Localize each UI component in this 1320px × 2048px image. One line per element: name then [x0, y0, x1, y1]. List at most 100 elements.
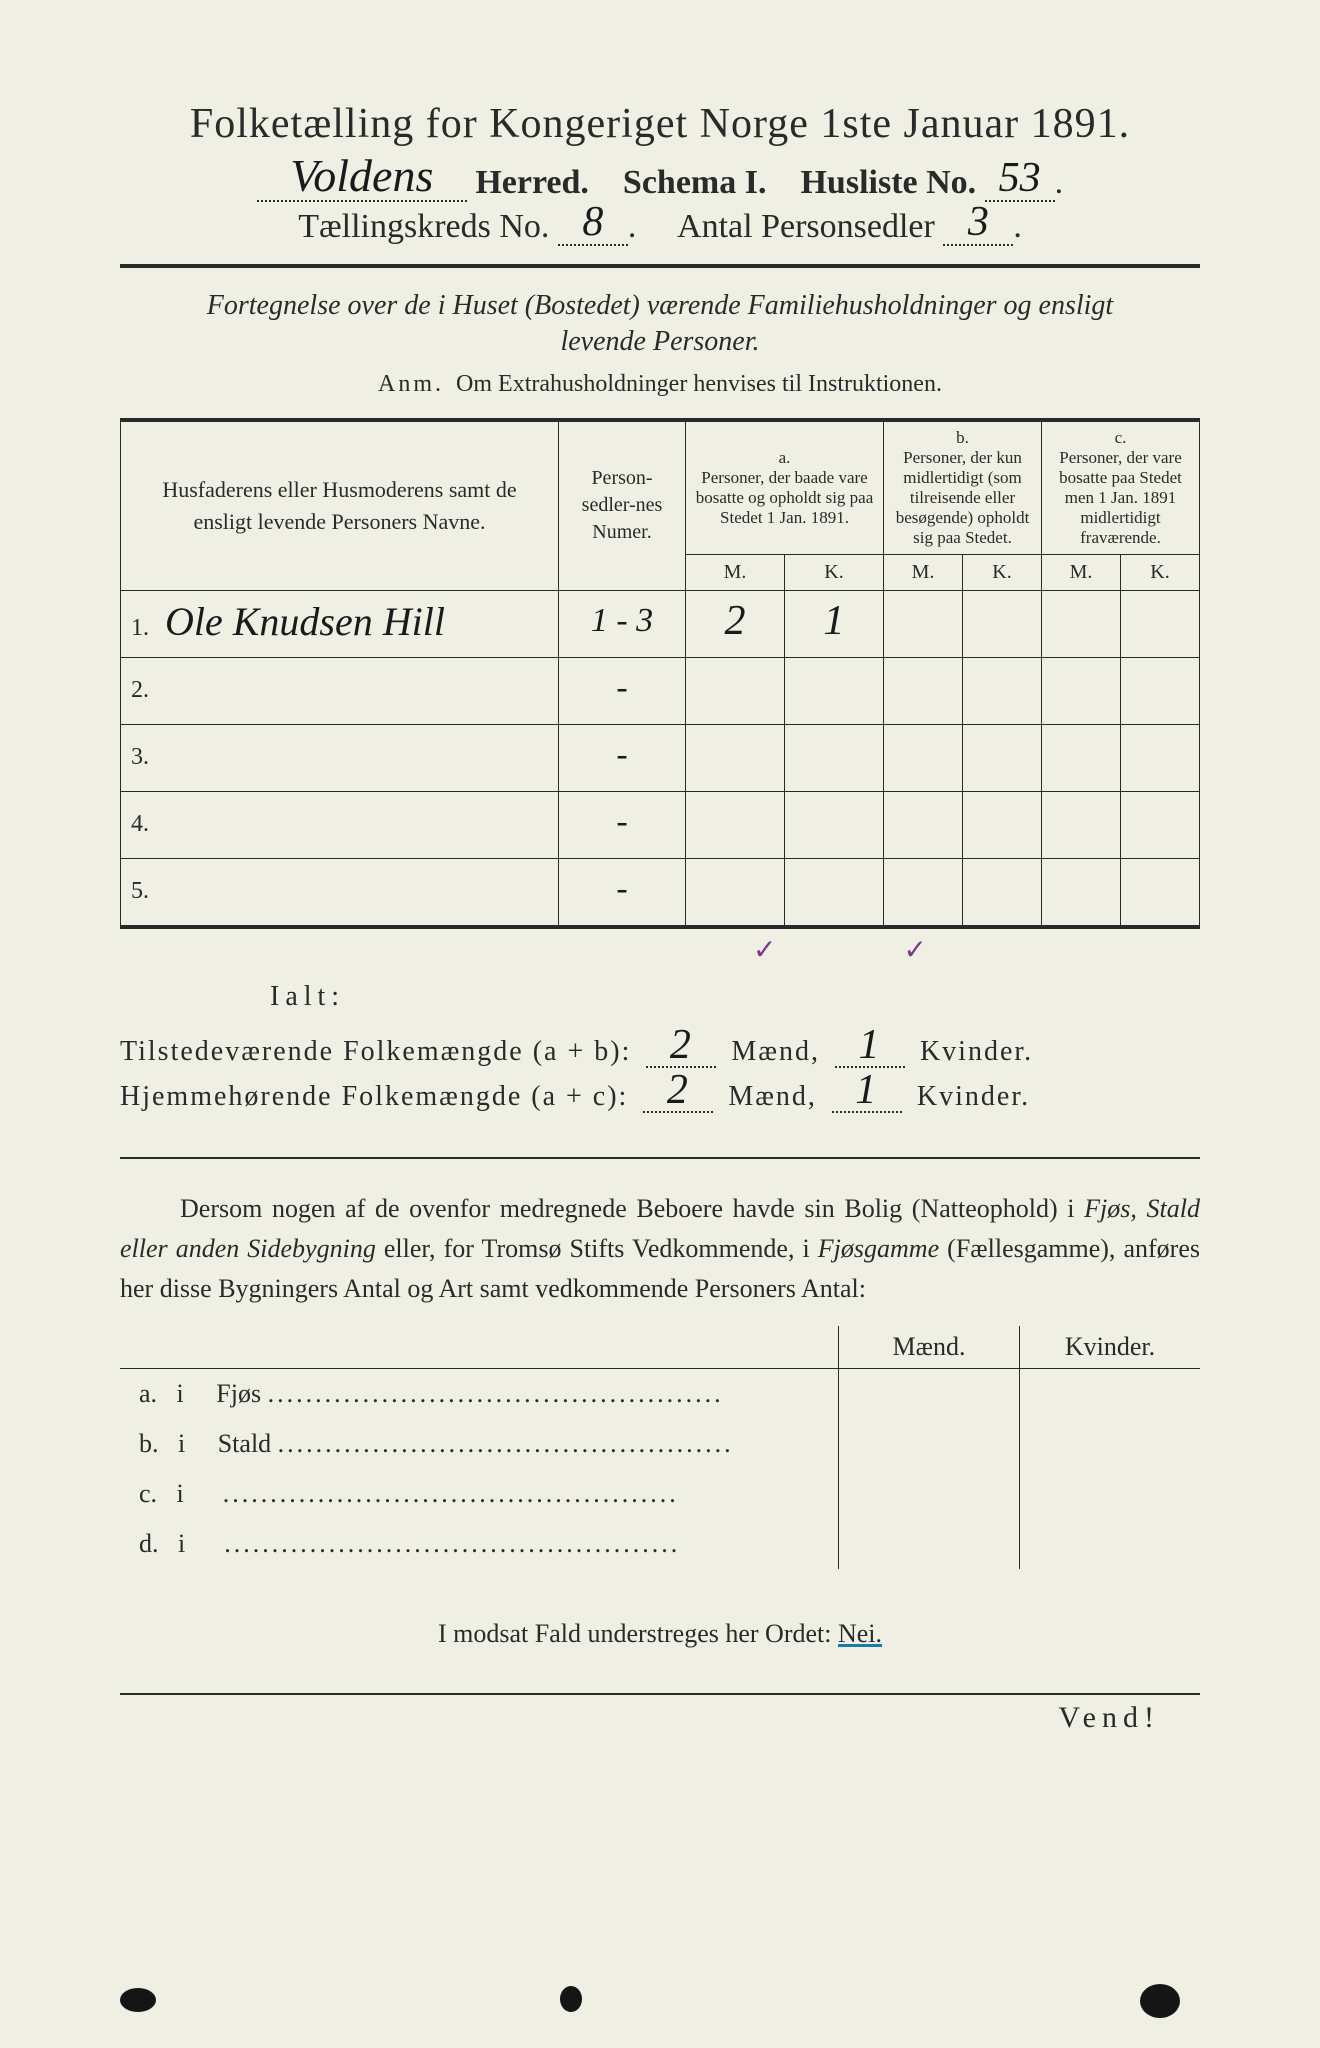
- row-ck: [1121, 724, 1200, 791]
- hjemme-k: 1: [855, 1067, 878, 1113]
- rule-2: [120, 1157, 1200, 1159]
- husliste-label: Husliste No.: [800, 164, 976, 201]
- para-text2: eller, for Tromsø Stifts Vedkommende, i: [376, 1234, 818, 1263]
- row-bm: [884, 791, 963, 858]
- row-name: 2.: [121, 657, 559, 724]
- row-bm: [884, 858, 963, 927]
- row-am: [686, 791, 785, 858]
- building-paragraph: Dersom nogen af de ovenfor medregnede Be…: [120, 1189, 1200, 1310]
- header-line-3: Tællingskreds No. 8. Antal Personsedler …: [120, 206, 1200, 246]
- row-ak: [785, 724, 884, 791]
- row-name: 4.: [121, 791, 559, 858]
- sub-label: d. i ...................................…: [120, 1519, 839, 1569]
- antal-value: 3: [968, 199, 989, 245]
- para-em2: Fjøsgamme: [818, 1234, 939, 1263]
- subtitle-line2: levende Personer.: [560, 326, 759, 357]
- building-table: Mænd. Kvinder. a. i Fjøs ...............…: [120, 1326, 1200, 1569]
- row-cm: [1042, 858, 1121, 927]
- col-a: a. Personer, der baade vare bosatte og o…: [686, 420, 884, 555]
- col-sedler: Person-sedler-nes Numer.: [559, 420, 686, 591]
- row-am: [686, 657, 785, 724]
- header-line-2: Voldens Herred. Schema I. Husliste No. 5…: [120, 158, 1200, 202]
- row-sedler: 1 - 3: [559, 590, 686, 657]
- sub-m: [839, 1469, 1020, 1519]
- rule-3: [120, 1693, 1200, 1695]
- kreds-label: Tællingskreds No.: [298, 208, 549, 245]
- col-c-m: M.: [1042, 554, 1121, 590]
- ink-blot: [560, 1986, 582, 2012]
- sub-row: d. i ...................................…: [120, 1519, 1200, 1569]
- row-ck: [1121, 791, 1200, 858]
- nei-line: I modsat Fald understreges her Ordet: Ne…: [120, 1619, 1200, 1649]
- table-row: 3. -: [121, 724, 1200, 791]
- row-bk: [963, 791, 1042, 858]
- col-b-m: M.: [884, 554, 963, 590]
- row-bk: [963, 724, 1042, 791]
- table-row: 5. -: [121, 858, 1200, 927]
- row-am: [686, 858, 785, 927]
- col-names: Husfaderens eller Husmoderens samt de en…: [121, 420, 559, 591]
- household-table: Husfaderens eller Husmoderens samt de en…: [120, 418, 1200, 929]
- row-bm: [884, 724, 963, 791]
- row-cm: [1042, 791, 1121, 858]
- row-cm: [1042, 590, 1121, 657]
- sub-kvinder: Kvinder.: [1020, 1326, 1201, 1369]
- ialt-label: Ialt:: [270, 981, 1200, 1013]
- sub-k: [1020, 1519, 1201, 1569]
- husliste-value: 53: [999, 155, 1041, 201]
- tilstede-k: 1: [858, 1022, 881, 1068]
- anm-label: Anm.: [378, 371, 444, 397]
- row-am: 2: [686, 590, 785, 657]
- nei-pre: I modsat Fald understreges her Ordet:: [438, 1619, 838, 1648]
- col-a-m: M.: [686, 554, 785, 590]
- row-ak: [785, 791, 884, 858]
- para-text1: Dersom nogen af de ovenfor medregnede Be…: [180, 1194, 1084, 1223]
- col-a-label: a.: [692, 448, 877, 468]
- maend-label-2: Mænd,: [728, 1081, 817, 1112]
- page-title: Folketælling for Kongeriget Norge 1ste J…: [120, 100, 1200, 148]
- col-sedler-text: Person-sedler-nes Numer.: [582, 467, 663, 543]
- sub-k: [1020, 1419, 1201, 1469]
- row-bk: [963, 657, 1042, 724]
- table-row: 1. Ole Knudsen Hill1 - 321: [121, 590, 1200, 657]
- row-sedler: -: [559, 657, 686, 724]
- antal-label: Antal Personsedler: [677, 208, 935, 245]
- row-sedler: -: [559, 724, 686, 791]
- sub-label: c. i ...................................…: [120, 1469, 839, 1519]
- subtitle: Fortegnelse over de i Huset (Bostedet) v…: [120, 288, 1200, 361]
- subtitle-line1: Fortegnelse over de i Huset (Bostedet) v…: [207, 290, 1113, 321]
- col-a-k: K.: [785, 554, 884, 590]
- sub-maend: Mænd.: [839, 1326, 1020, 1369]
- sub-label: a. i Fjøs ..............................…: [120, 1368, 839, 1419]
- tilstede-label: Tilstedeværende Folkemængde (a + b):: [120, 1036, 631, 1067]
- table-row: 2. -: [121, 657, 1200, 724]
- row-name: 3.: [121, 724, 559, 791]
- col-b-k: K.: [963, 554, 1042, 590]
- sub-row: b. i Stald .............................…: [120, 1419, 1200, 1469]
- col-c-label: c.: [1048, 428, 1193, 448]
- row-ak: [785, 858, 884, 927]
- col-b: b. Personer, der kun midlertidigt (som t…: [884, 420, 1042, 555]
- col-names-text: Husfaderens eller Husmoderens samt de en…: [162, 477, 516, 534]
- sub-m: [839, 1368, 1020, 1419]
- nei-word: Nei.: [838, 1619, 882, 1648]
- row-cm: [1042, 657, 1121, 724]
- row-am: [686, 724, 785, 791]
- sub-label: b. i Stald .............................…: [120, 1419, 839, 1469]
- kvinder-label-1: Kvinder.: [920, 1036, 1033, 1067]
- vend-label: Vend!: [120, 1701, 1200, 1735]
- sub-row: c. i ...................................…: [120, 1469, 1200, 1519]
- row-bm: [884, 657, 963, 724]
- tilstede-m: 2: [670, 1022, 693, 1068]
- herred-label: Herred.: [475, 164, 589, 201]
- hjemme-m: 2: [667, 1067, 690, 1113]
- col-c-k: K.: [1121, 554, 1200, 590]
- sub-row: a. i Fjøs ..............................…: [120, 1368, 1200, 1419]
- anm-text: Om Extrahusholdninger henvises til Instr…: [456, 371, 942, 397]
- col-a-text: Personer, der baade vare bosatte og opho…: [692, 468, 877, 528]
- col-c-text: Personer, der vare bosatte paa Stedet me…: [1048, 448, 1193, 548]
- kvinder-label-2: Kvinder.: [917, 1081, 1030, 1112]
- row-ck: [1121, 657, 1200, 724]
- row-sedler: -: [559, 791, 686, 858]
- sub-m: [839, 1419, 1020, 1469]
